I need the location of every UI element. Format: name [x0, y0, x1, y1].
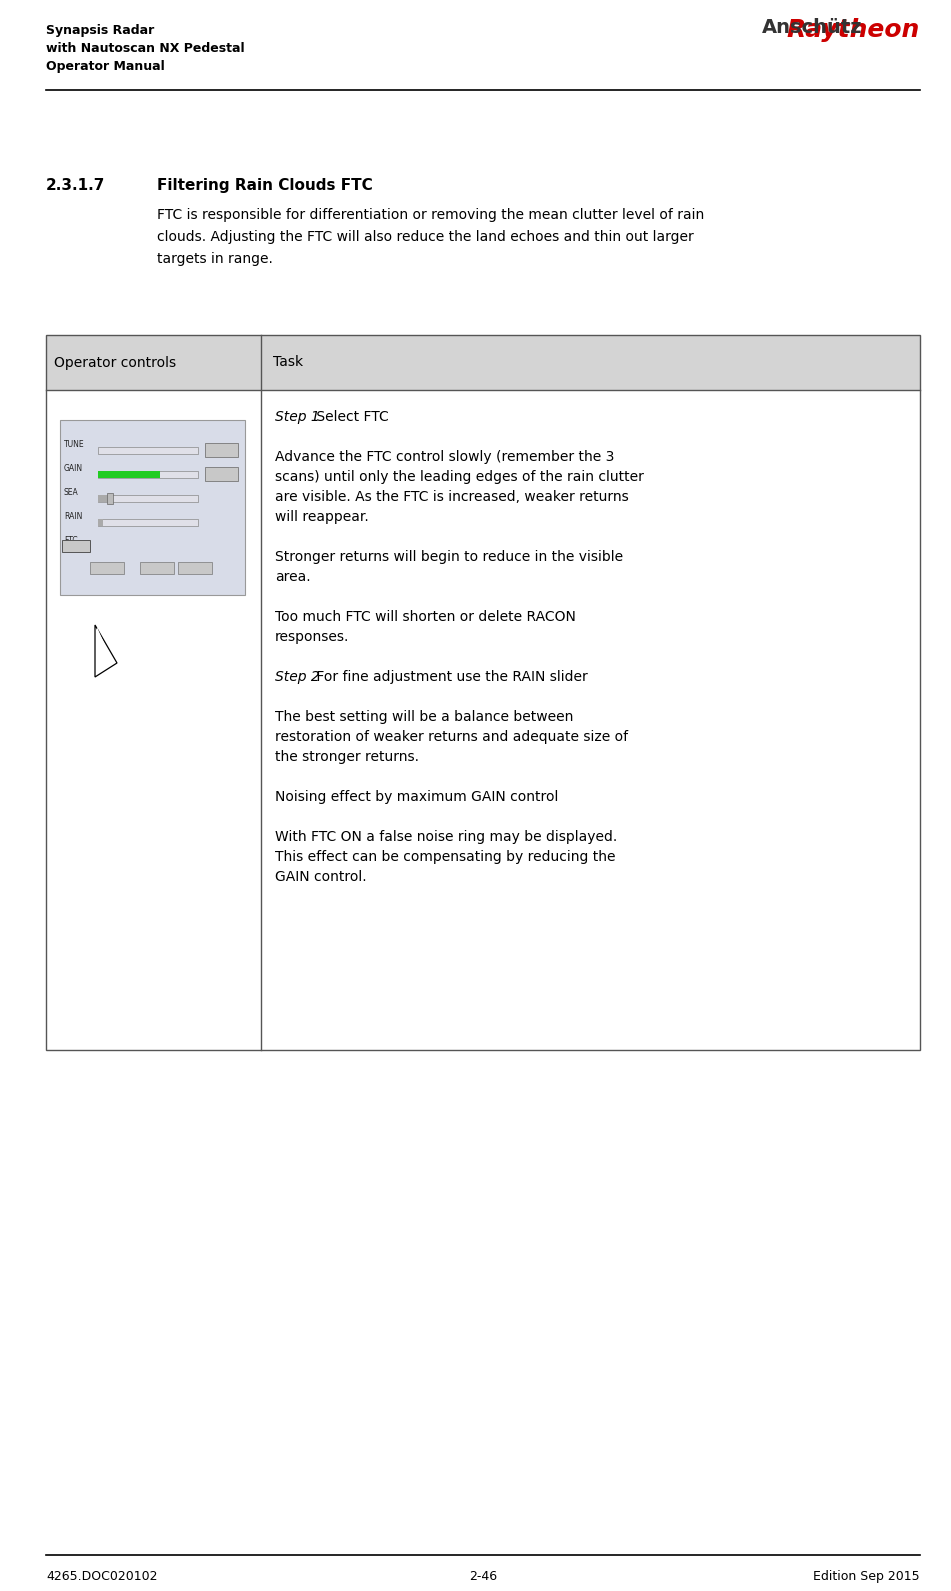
- Text: This effect can be compensating by reducing the: This effect can be compensating by reduc…: [275, 850, 615, 864]
- Text: 2.3.1.7: 2.3.1.7: [46, 178, 106, 193]
- Text: Select FTC: Select FTC: [312, 410, 389, 423]
- Bar: [205, 442, 238, 457]
- Text: 4265.DOC020102: 4265.DOC020102: [46, 1570, 158, 1583]
- Text: With FTC ON a false noise ring may be displayed.: With FTC ON a false noise ring may be di…: [275, 831, 617, 843]
- Bar: [46, 336, 920, 1050]
- Text: clouds. Adjusting the FTC will also reduce the land echoes and thin out larger: clouds. Adjusting the FTC will also redu…: [157, 231, 693, 243]
- Text: are visible. As the FTC is increased, weaker returns: are visible. As the FTC is increased, we…: [275, 490, 629, 504]
- Text: area.: area.: [275, 570, 311, 584]
- Text: Edition Sep 2015: Edition Sep 2015: [813, 1570, 920, 1583]
- Bar: [90, 562, 124, 574]
- Bar: [98, 495, 110, 503]
- Text: Step 2: Step 2: [275, 670, 320, 684]
- Text: RAIN: RAIN: [64, 512, 83, 520]
- Text: OFF: OFF: [214, 471, 227, 477]
- Polygon shape: [95, 625, 117, 678]
- Text: Step 1: Step 1: [275, 410, 320, 423]
- Bar: [46, 336, 920, 390]
- Text: with Nautoscan NX Pedestal: with Nautoscan NX Pedestal: [46, 41, 244, 56]
- Text: SEA: SEA: [64, 488, 79, 496]
- Text: The best setting will be a balance between: The best setting will be a balance betwe…: [275, 710, 573, 724]
- Text: Operator Manual: Operator Manual: [46, 60, 165, 73]
- Text: 2-46: 2-46: [469, 1570, 497, 1583]
- Bar: [60, 420, 245, 595]
- Text: AUTO: AUTO: [211, 447, 231, 453]
- Text: SART OFF: SART OFF: [94, 565, 120, 571]
- Text: the stronger returns.: the stronger returns.: [275, 749, 419, 764]
- Text: Operator controls: Operator controls: [54, 355, 176, 369]
- Text: Stronger returns will begin to reduce in the visible: Stronger returns will begin to reduce in…: [275, 550, 623, 563]
- Text: Too much FTC will shorten or delete RACON: Too much FTC will shorten or delete RACO…: [275, 609, 576, 624]
- Bar: [98, 471, 198, 477]
- Text: IR ON: IR ON: [149, 565, 165, 571]
- Text: FTC: FTC: [68, 541, 84, 550]
- Bar: [107, 493, 113, 504]
- Text: targets in range.: targets in range.: [157, 251, 273, 266]
- Text: Filtering Rain Clouds FTC: Filtering Rain Clouds FTC: [157, 178, 373, 193]
- Text: EXP OFF: EXP OFF: [184, 565, 206, 571]
- Text: Raytheon: Raytheon: [786, 18, 920, 41]
- Text: GAIN control.: GAIN control.: [275, 870, 367, 885]
- Bar: [62, 539, 90, 552]
- Text: Advance the FTC control slowly (remember the 3: Advance the FTC control slowly (remember…: [275, 450, 614, 465]
- Text: responses.: responses.: [275, 630, 349, 644]
- Text: Anschütz: Anschütz: [762, 18, 863, 37]
- Bar: [98, 495, 198, 503]
- Bar: [98, 447, 198, 453]
- Bar: [140, 562, 174, 574]
- Bar: [205, 468, 238, 480]
- Text: Task: Task: [273, 355, 303, 369]
- Bar: [98, 471, 160, 477]
- Text: restoration of weaker returns and adequate size of: restoration of weaker returns and adequa…: [275, 730, 628, 745]
- Bar: [98, 519, 103, 527]
- Bar: [178, 562, 212, 574]
- Text: GAIN: GAIN: [64, 465, 83, 473]
- Bar: [98, 519, 198, 527]
- Text: scans) until only the leading edges of the rain clutter: scans) until only the leading edges of t…: [275, 469, 644, 484]
- Text: For fine adjustment use the RAIN slider: For fine adjustment use the RAIN slider: [312, 670, 588, 684]
- Text: will reappear.: will reappear.: [275, 511, 369, 523]
- Text: Synapsis Radar: Synapsis Radar: [46, 24, 154, 37]
- Polygon shape: [97, 627, 111, 668]
- Text: TUNE: TUNE: [64, 441, 85, 449]
- Text: Noising effect by maximum GAIN control: Noising effect by maximum GAIN control: [275, 791, 558, 803]
- Text: FTC is responsible for differentiation or removing the mean clutter level of rai: FTC is responsible for differentiation o…: [157, 208, 705, 223]
- Text: FTC: FTC: [64, 536, 78, 546]
